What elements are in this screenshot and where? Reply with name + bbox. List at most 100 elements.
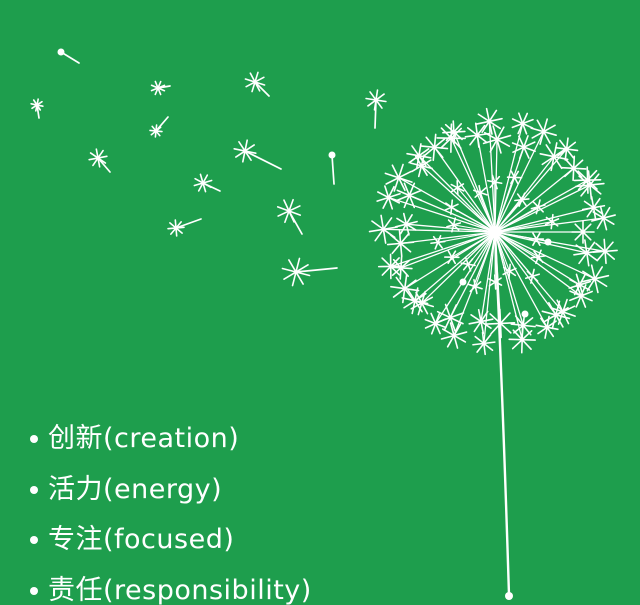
seed-bristle: [411, 145, 427, 167]
seed-bristle: [403, 182, 416, 209]
seed-bristle: [193, 179, 213, 187]
seed-tuft: [88, 148, 108, 168]
seed-tuft: [30, 98, 44, 112]
seed-bristle: [577, 170, 598, 190]
floating-seed: [233, 139, 282, 170]
seed-stalk: [494, 199, 523, 233]
floating-seeds: [30, 48, 387, 287]
seed-tuft: [472, 331, 496, 356]
seed-bristle: [511, 118, 534, 129]
seed-bristle: [586, 197, 601, 218]
seed-stalk: [494, 130, 545, 233]
bullet-icon: [30, 586, 38, 595]
seed-tuft: [502, 263, 517, 280]
floating-seed: [328, 151, 336, 185]
seed-bristle: [447, 219, 460, 231]
seed-tuft: [444, 250, 460, 265]
seed-tuft: [150, 80, 166, 96]
seed-stalk: [494, 231, 588, 254]
seed-bristle: [489, 313, 512, 334]
seed-bristle: [167, 226, 185, 230]
seed-bristle: [510, 170, 520, 185]
floating-seed: [244, 71, 270, 97]
seed-bristle: [368, 226, 398, 233]
seed-tuft: [530, 118, 557, 145]
value-item-responsibility: 责任(responsibility): [30, 566, 312, 605]
seed-bristle: [473, 310, 489, 333]
seed-dot: [57, 48, 65, 56]
seed-stalk: [434, 231, 496, 325]
value-label: 责任(responsibility): [48, 574, 312, 605]
value-label: 活力(energy): [48, 473, 223, 505]
seed-bristle: [514, 198, 530, 202]
seed-tail: [244, 150, 282, 170]
seed-bristle: [491, 174, 498, 190]
seed-bristle: [466, 127, 488, 144]
seed-bristle: [150, 84, 166, 92]
seed-stalk: [414, 231, 496, 302]
seed-tuft: [401, 287, 429, 315]
seed-bristle: [390, 285, 420, 292]
seed-stalk: [494, 207, 595, 233]
seed-stalk: [494, 231, 557, 316]
seed-bristle: [557, 141, 577, 157]
floating-seed: [88, 148, 111, 173]
seed-bristle: [467, 283, 483, 290]
seed-bristle: [440, 331, 468, 340]
seed-tail: [60, 51, 80, 64]
seed-tuft: [591, 205, 616, 231]
seed-bristle: [450, 199, 454, 215]
value-item-creation: 创新(creation): [30, 414, 312, 465]
seed-bristle: [277, 205, 301, 217]
seed-bristle: [536, 119, 551, 144]
seed-stalk: [437, 231, 496, 243]
seed-tuft: [377, 253, 404, 280]
seed-tail: [331, 154, 335, 185]
seed-tuft: [394, 212, 418, 236]
seed-stalk: [494, 167, 575, 233]
seed-stalk: [494, 221, 553, 233]
floating-seed: [57, 48, 80, 64]
seed-stalk: [494, 176, 516, 233]
seed-tuft: [276, 198, 302, 224]
seed-tuft: [528, 232, 545, 246]
seed-tuft: [389, 256, 413, 280]
floating-seed: [167, 218, 202, 237]
seed-stalk: [453, 131, 496, 233]
seed-bristle: [245, 76, 265, 88]
value-item-energy: 活力(energy): [30, 465, 312, 516]
seed-bristle: [560, 166, 587, 170]
seed-stalk: [494, 231, 511, 272]
seed-bristle: [385, 170, 412, 185]
seed-tuft: [281, 257, 311, 287]
seed-bristle: [432, 133, 437, 162]
seed-tuft: [376, 185, 401, 210]
seed-stalk: [433, 146, 496, 233]
floating-seed: [30, 98, 44, 119]
seed-stalk: [418, 155, 496, 233]
seed-tuft: [167, 219, 185, 237]
seed-stalk: [453, 224, 496, 233]
seed-tuft: [511, 112, 534, 135]
seed-stalk: [494, 231, 537, 240]
seed-tuft: [424, 312, 447, 335]
seed-tuft: [442, 120, 466, 144]
seed-stalk: [421, 231, 496, 304]
seed-tuft: [430, 235, 446, 250]
seed-stalk: [399, 231, 496, 245]
seed-stalk: [494, 231, 548, 328]
value-item-focused: 专注(focused): [30, 515, 312, 566]
seed-tuft: [511, 135, 536, 160]
seed-bristle: [532, 201, 544, 213]
seed-stalk: [451, 231, 496, 258]
seed-bristle: [481, 331, 486, 356]
seed-tuft: [406, 143, 432, 169]
seed-bristle: [367, 93, 385, 107]
seed-tuft: [535, 315, 559, 339]
seed-bristle: [391, 232, 410, 255]
seed-tuft: [233, 139, 257, 163]
seed-stalk: [494, 231, 502, 325]
bullet-icon: [30, 536, 38, 545]
seed-bristle: [473, 189, 488, 196]
